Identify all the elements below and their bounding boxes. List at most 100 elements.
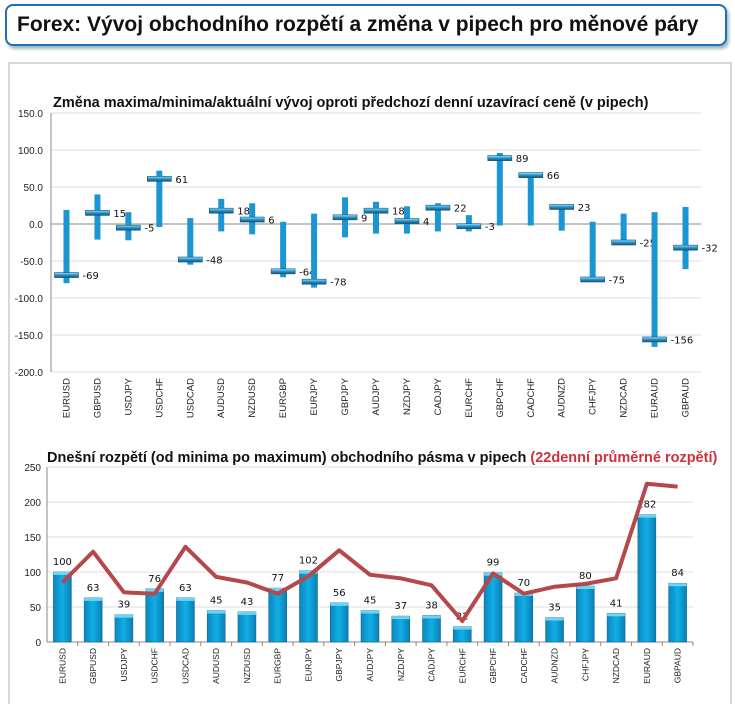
range-bar [187, 218, 194, 265]
data-label: 23 [578, 203, 591, 214]
bar-top [114, 614, 133, 618]
range-bar [434, 203, 441, 232]
range-bar [465, 215, 472, 232]
data-label: 41 [610, 598, 623, 609]
bar-line-chart: 250 200 150 100 50 0 100 EURUSD 63 GBPUSD 39 USDJPY… [24, 463, 694, 684]
range-bar [94, 194, 101, 240]
category-label: EURAUD [642, 648, 652, 684]
data-label: 45 [364, 596, 377, 607]
current-marker [147, 176, 172, 182]
data-label: 61 [175, 175, 188, 186]
range-bar [589, 221, 596, 280]
data-label: 37 [394, 601, 407, 612]
category-label: CHFJPY [580, 648, 590, 681]
data-label: -64 [299, 267, 315, 278]
current-marker [518, 172, 544, 178]
range-bar [527, 175, 534, 226]
current-marker [301, 278, 327, 285]
data-label: 56 [333, 588, 346, 599]
bar-top [545, 617, 564, 621]
category-label: AUDNZD [557, 378, 568, 418]
category-label: GBPCHF [495, 378, 506, 418]
current-marker [673, 244, 698, 251]
current-marker [425, 204, 451, 211]
bar-top [668, 583, 687, 587]
data-label: 100 [53, 557, 72, 568]
bar-top [84, 597, 103, 601]
bar-top [576, 586, 595, 589]
data-label: 84 [671, 568, 684, 579]
category-label: NZDCAD [619, 378, 630, 418]
range-chart: 150.0 100.0 50.0 0.0 -50.0 -100.0 -150.0 -200.0… [15, 109, 718, 418]
y-tick-label: 150 [24, 533, 41, 544]
category-label: GBPCHF [488, 648, 498, 683]
current-marker [332, 214, 358, 221]
y-tick-label: -100.0 [15, 294, 44, 305]
header-title-box: Forex: Vývoj obchodního rozpětí a změna … [5, 4, 727, 46]
bar [422, 615, 441, 643]
y-tick-label: -50.0 [20, 257, 43, 268]
current-marker [177, 256, 203, 263]
data-label: -32 [702, 244, 718, 255]
y-tick-label: 100.0 [18, 146, 43, 157]
bar [514, 592, 534, 643]
range-bar [682, 206, 689, 270]
bar-top [391, 616, 410, 620]
category-label: AUDJPY [365, 648, 375, 682]
category-label: NZDJPY [402, 377, 413, 415]
bar [329, 602, 349, 643]
current-marker [239, 216, 265, 223]
bar-top [53, 572, 72, 575]
data-label: 70 [517, 578, 530, 589]
data-label: -5 [144, 224, 154, 235]
chart1-title: Změna maxima/minima/aktuální vývoj oprot… [53, 95, 649, 111]
category-label: CHFJPY [588, 377, 599, 415]
range-bar [558, 206, 565, 231]
current-marker [394, 218, 420, 224]
bar-top [422, 615, 441, 619]
bar [114, 614, 134, 643]
range-bar [311, 213, 318, 288]
category-label: CADJPY [427, 648, 437, 682]
data-label: 63 [179, 583, 192, 594]
data-label: 9 [361, 213, 367, 224]
chart2-title-highlight: (22denní průměrné rozpětí) [530, 450, 717, 466]
bar-top [268, 588, 287, 592]
data-label: 66 [547, 171, 560, 182]
current-marker [363, 207, 389, 214]
data-label: 182 [637, 500, 656, 511]
y-tick-label: 150.0 [18, 109, 43, 120]
bar [576, 585, 595, 643]
bar-top [207, 610, 226, 614]
chart2-title: Dnešní rozpětí (od minima po maximum) ob… [47, 450, 717, 466]
current-marker [208, 207, 234, 214]
category-label: EURGBP [278, 378, 289, 418]
bar [176, 597, 195, 643]
category-label: GBPJPY [334, 648, 344, 682]
category-label: EURUSD [61, 378, 72, 418]
category-label: USDJPY [119, 648, 129, 682]
bar [237, 611, 257, 643]
data-label: -48 [206, 256, 222, 267]
category-label: EURUSD [57, 648, 67, 684]
page-title: Forex: Vývoj obchodního rozpětí a změna … [17, 13, 699, 36]
category-label: EURJPY [309, 377, 320, 415]
range-bar [496, 152, 503, 226]
current-marker [487, 155, 513, 161]
category-label: CADCHF [526, 378, 537, 418]
category-label: CADCHF [519, 648, 529, 683]
data-label: 43 [241, 597, 254, 608]
data-label: -3 [485, 222, 495, 233]
current-marker [580, 276, 605, 283]
data-label: 45 [210, 596, 223, 607]
category-label: USDCHF [150, 648, 160, 683]
data-label: -156 [671, 335, 694, 346]
current-marker [642, 336, 667, 343]
category-label: USDJPY [123, 377, 134, 415]
data-label: 35 [548, 603, 561, 614]
bar-top [237, 611, 256, 615]
bar [360, 610, 380, 643]
data-label: -78 [330, 278, 346, 289]
category-label: EURGBP [273, 648, 283, 684]
y-tick-label: 0.0 [29, 220, 43, 231]
